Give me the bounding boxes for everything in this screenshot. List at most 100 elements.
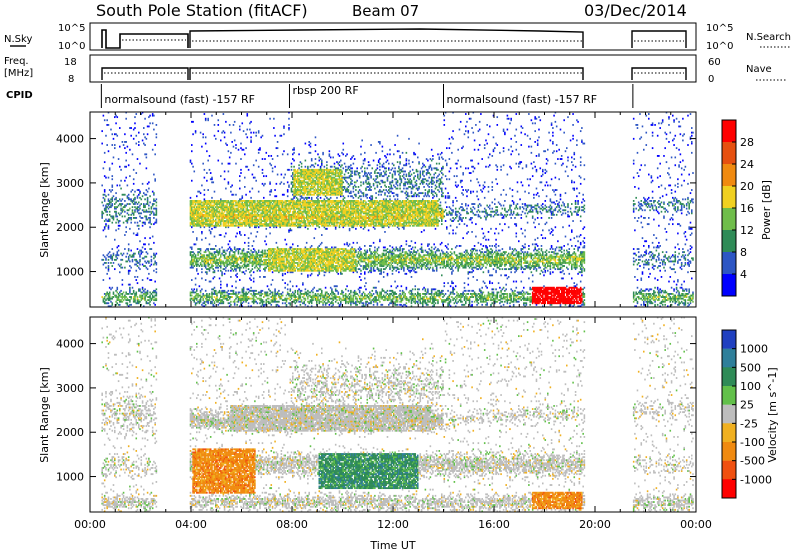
heatmap-cell [228,213,231,216]
heatmap-cell [218,257,221,260]
heatmap-cell [276,265,279,267]
heatmap-cell [265,302,268,305]
heatmap-cell [206,297,208,300]
heatmap-cell [197,217,199,219]
heatmap-cell [279,207,281,210]
heatmap-cell [226,144,228,146]
heatmap-cell [111,133,114,136]
heatmap-cell [239,255,241,258]
heatmap-cell [208,296,211,298]
heatmap-cell [107,297,110,300]
heatmap-cell [274,195,276,198]
heatmap-cell [228,206,231,209]
heatmap-cell [312,291,314,294]
heatmap-cell [228,254,231,257]
heatmap-cell [201,268,203,271]
heatmap-cell [138,131,140,134]
heatmap-cell [256,212,259,215]
heatmap-cell [266,203,269,205]
heatmap-cell [254,218,256,221]
heatmap-cell [255,215,257,218]
heatmap-cell [208,215,211,218]
heatmap-cell [102,229,105,232]
heatmap-cell [194,220,197,222]
heatmap-cell [201,206,203,209]
heatmap-cell [271,257,274,260]
heatmap-cell [203,221,206,224]
heatmap-cell [130,213,132,216]
heatmap-cell [228,297,231,300]
heatmap-cell [208,226,211,229]
heatmap-cell [189,223,192,226]
heatmap-cell [285,243,288,246]
heatmap-cell [283,249,285,252]
heatmap-cell [283,299,285,302]
heatmap-cell [233,265,236,267]
heatmap-cell [278,257,280,260]
heatmap-cell [126,145,129,148]
heatmap-cell [239,203,241,205]
heatmap-cell [145,153,148,156]
heatmap-cell [139,255,141,258]
heatmap-cell [208,168,211,171]
heatmap-cell [245,266,247,269]
heatmap-cell [226,220,228,222]
heatmap-cell [207,218,209,221]
heatmap-cell [278,263,280,266]
heatmap-cell [115,255,117,258]
heatmap-cell [284,204,286,207]
heatmap-cell [101,212,103,215]
heatmap-cell [189,246,192,249]
heatmap-cell [261,206,264,209]
heatmap-cell [271,220,274,222]
heatmap-cell [275,210,278,213]
heatmap-cell [240,203,242,205]
heatmap-cell [261,168,264,171]
heatmap-cell [246,210,249,213]
heatmap-cell [245,297,247,300]
heatmap-cell [278,223,280,226]
heatmap-cell [213,207,216,210]
heatmap-cell [246,299,249,302]
heatmap-cell [264,217,266,219]
heatmap-cell [129,300,131,303]
heatmap-cell [203,113,206,115]
heatmap-cell [283,133,285,136]
heatmap-cell [226,299,228,302]
heatmap-cell [254,176,256,179]
heatmap-cell [244,213,246,216]
heatmap-cell [191,294,193,297]
heatmap-cell [305,251,308,254]
heatmap-cell [201,224,203,227]
heatmap-cell [285,255,288,258]
heatmap-cell [276,258,279,261]
heatmap-cell [285,303,288,306]
heatmap-cell [194,210,197,213]
heatmap-cell [276,173,279,176]
heatmap-cell [129,148,131,151]
heatmap-cell [105,176,107,179]
heatmap-cell [107,198,110,201]
heatmap-cell [237,252,240,255]
heatmap-cell [231,193,233,196]
heatmap-cell [284,200,286,202]
heatmap-cell [257,148,260,151]
heatmap-cell [276,303,279,306]
heatmap-cell [252,223,255,226]
heatmap-cell [233,210,236,213]
heatmap-cell [213,190,216,193]
noise-left-tick-top: 10^5 [58,23,85,34]
heatmap-cell [271,258,274,261]
heatmap-cell [197,251,199,254]
heatmap-cell [270,190,273,193]
heatmap-cell [235,193,237,196]
heatmap-cell [102,300,105,303]
heatmap-cell [266,204,269,207]
heatmap-cell [211,258,213,261]
heatmap-cell [244,206,246,209]
heatmap-cell [136,196,139,199]
heatmap-cell [198,206,201,209]
heatmap-cell [231,257,233,260]
heatmap-cell [246,203,249,205]
